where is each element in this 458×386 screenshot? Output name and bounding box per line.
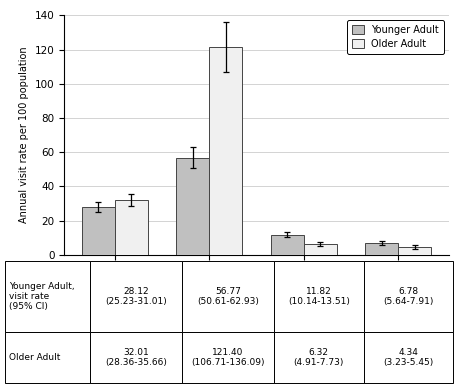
Bar [209, 47, 242, 255]
Bar [176, 158, 209, 255]
Bar [398, 247, 431, 255]
Y-axis label: Annual visit rate per 100 population: Annual visit rate per 100 population [19, 47, 29, 223]
Bar [82, 207, 114, 255]
Bar [304, 244, 337, 255]
Bar [365, 243, 398, 255]
Bar [114, 200, 148, 255]
Legend: Younger Adult, Older Adult: Younger Adult, Older Adult [347, 20, 444, 54]
Bar [271, 235, 304, 255]
